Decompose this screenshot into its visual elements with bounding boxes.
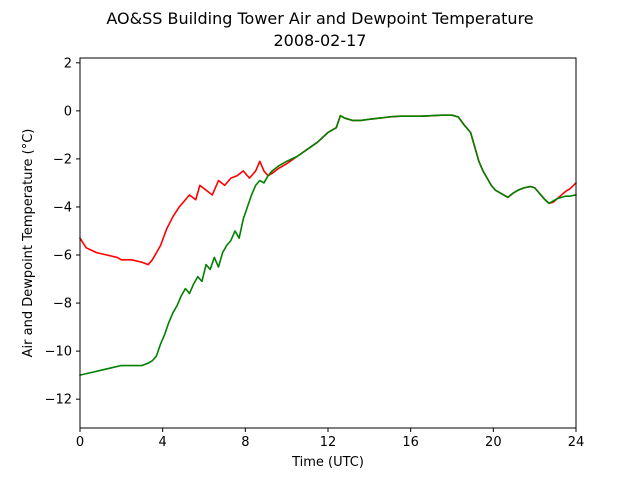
y-tick-label: −8 [53, 297, 72, 312]
x-tick-label: 8 [241, 435, 249, 450]
series-line-2 [79, 114, 577, 376]
x-tick-label: 16 [402, 435, 419, 450]
series-line-1 [79, 114, 577, 266]
x-axis-label: Time (UTC) [291, 455, 364, 470]
y-tick-label: −6 [53, 249, 72, 264]
y-tick-label: −12 [45, 393, 72, 408]
y-tick-label: 0 [64, 104, 72, 119]
x-tick-label: 24 [568, 435, 585, 450]
x-tick-label: 20 [485, 435, 502, 450]
x-tick-label: 0 [76, 435, 84, 450]
chart-subtitle: 2008-02-17 [274, 31, 367, 50]
y-tick-label: −10 [45, 345, 72, 360]
y-axis-label: Air and Dewpoint Temperature (°C) [21, 129, 36, 358]
plot-frame [79, 57, 577, 429]
y-axis: −12 −10 −8 −6 −4 −2 0 2 [45, 56, 80, 408]
x-axis: 0 4 8 12 16 20 24 [76, 428, 584, 450]
y-tick-label: −2 [53, 152, 72, 167]
series-layer [79, 114, 577, 376]
y-tick-label: −4 [53, 200, 72, 215]
chart-title: AO&SS Building Tower Air and Dewpoint Te… [106, 9, 533, 28]
y-tick-label: 2 [64, 56, 72, 71]
x-tick-label: 4 [159, 435, 167, 450]
x-tick-label: 12 [320, 435, 337, 450]
